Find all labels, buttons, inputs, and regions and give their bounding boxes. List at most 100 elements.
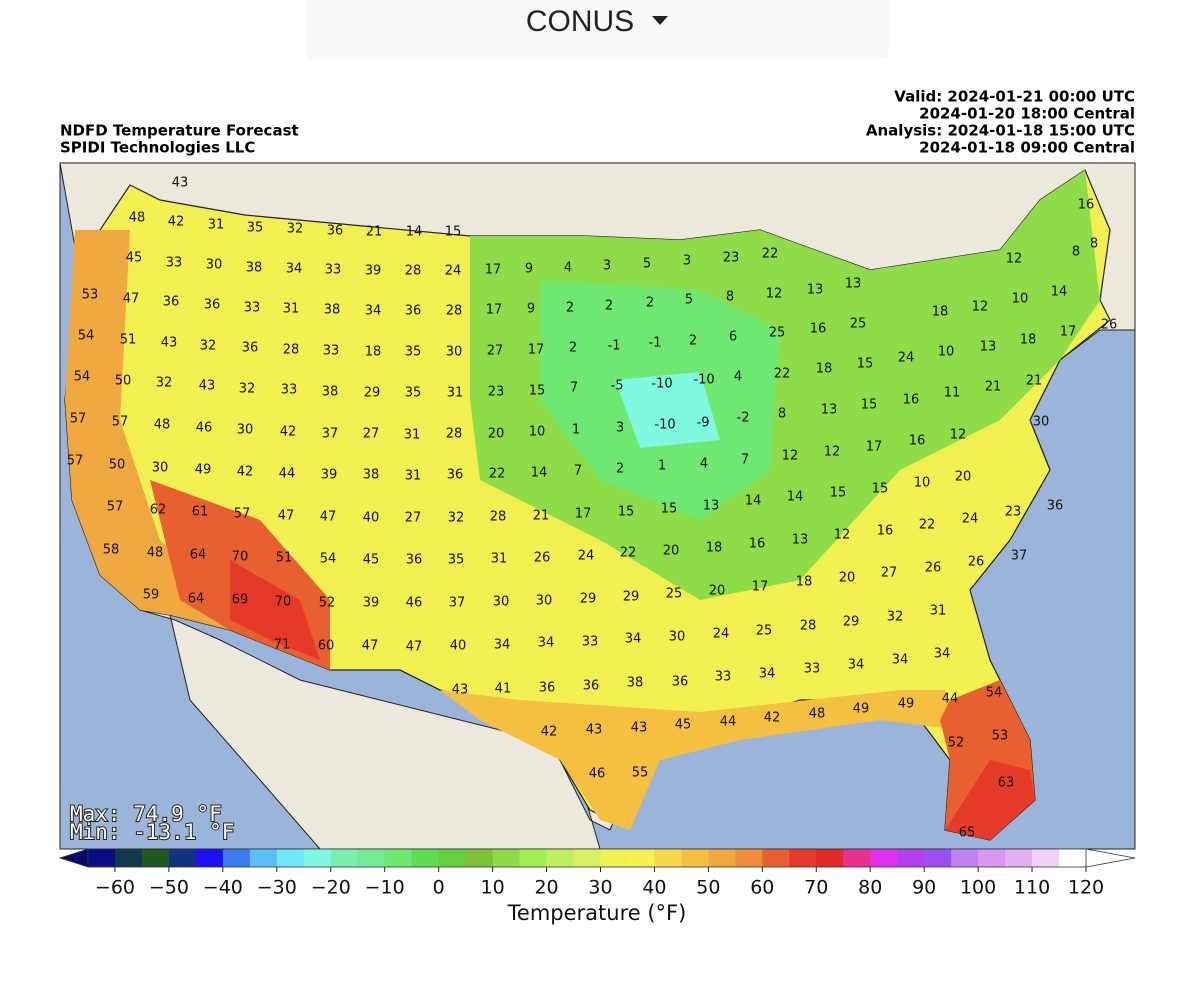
map-label: 31 — [208, 218, 225, 233]
map-label: 47 — [278, 509, 295, 524]
map-label: 27 — [363, 427, 380, 442]
map-label: 33 — [325, 263, 342, 278]
map-label: 13 — [845, 277, 862, 292]
map-label: 21 — [985, 380, 1002, 395]
map-label: 38 — [363, 468, 380, 483]
colorbar-segment — [1005, 849, 1033, 867]
analysis-utc: Analysis: 2024-01-18 15:00 UTC — [866, 122, 1135, 140]
map-label: 42 — [280, 425, 297, 440]
map-label: 54 — [986, 686, 1003, 701]
map-label: 3 — [616, 421, 624, 436]
map-label: 51 — [276, 551, 293, 566]
map-label: 21 — [366, 225, 383, 240]
map-label: 35 — [247, 221, 264, 236]
map-label: 37 — [322, 427, 339, 442]
map-label: 11 — [944, 386, 961, 401]
map-label: 30 — [536, 594, 553, 609]
map-label: 10 — [938, 345, 955, 360]
warm-coast — [65, 230, 330, 670]
map-label: 30 — [669, 630, 686, 645]
map-label: 48 — [154, 418, 171, 433]
map-label: 12 — [972, 300, 989, 315]
colorbar-segment — [168, 849, 197, 867]
map-label: 30 — [1033, 415, 1050, 430]
colorbar-segment — [438, 849, 467, 867]
map-label: 31 — [283, 302, 300, 317]
map-label: 28 — [490, 510, 507, 525]
map-label: 7 — [574, 464, 582, 479]
colorbar-segment — [735, 849, 763, 867]
map-label: 37 — [1011, 549, 1028, 564]
colorbar-segment — [816, 849, 844, 867]
colorbar-segment — [978, 849, 1006, 867]
map-label: 34 — [848, 658, 865, 673]
cold-region — [470, 170, 1100, 600]
map-label: 32 — [200, 339, 217, 354]
map-label: 47 — [406, 640, 423, 655]
map-label: 44 — [720, 715, 737, 730]
colorbar-segment — [681, 849, 709, 867]
analysis-central: 2024-01-18 09:00 Central — [919, 139, 1135, 157]
min-stat: Min: -13.1 °F — [70, 820, 234, 844]
colorbar-segment — [573, 849, 601, 867]
dropdown-caret[interactable] — [652, 16, 668, 25]
map-label: 44 — [942, 692, 959, 707]
map-label: 22 — [489, 467, 506, 482]
map-label: 41 — [495, 682, 512, 697]
colorbar-tick-label: 80 — [858, 877, 882, 899]
map-label: 15 — [445, 225, 462, 240]
map-label: 30 — [206, 258, 223, 273]
map-label: 34 — [892, 653, 909, 668]
map-label: 57 — [234, 507, 251, 522]
colorbar-tick-label: −20 — [311, 877, 351, 899]
map-label: 37 — [449, 596, 466, 611]
map-label: 52 — [948, 736, 965, 751]
map-label: 36 — [1047, 499, 1064, 514]
map-label: 39 — [363, 596, 380, 611]
map-label: 57 — [67, 454, 84, 469]
map-label: 46 — [589, 767, 606, 782]
colorbar-segment — [708, 849, 736, 867]
map-label: 35 — [448, 553, 465, 568]
map-label: 9 — [527, 302, 535, 317]
map-label: 42 — [541, 725, 558, 740]
map-label: 15 — [857, 357, 874, 372]
map-label: 42 — [764, 711, 781, 726]
map-label: 10 — [914, 476, 931, 491]
dropdown[interactable] — [305, 0, 889, 59]
map-label: 44 — [279, 467, 296, 482]
map-label: 43 — [586, 723, 603, 738]
map-label: 22 — [762, 247, 779, 262]
colorbar: −60 −50 −40 −30 −20 −10 0 10 20 30 40 50 60 70 80 90 100… — [58, 848, 1136, 899]
colorbar-label: Temperature (°F) — [507, 901, 687, 925]
dropdown-label[interactable]: CONUS — [526, 5, 634, 38]
map-label: 4 — [700, 457, 708, 472]
map-label: 15 — [529, 384, 546, 399]
map-label: 34 — [759, 667, 776, 682]
map-label: 14 — [745, 494, 762, 509]
map-label: 12 — [1006, 252, 1023, 267]
map-label: 25 — [850, 317, 867, 332]
map-label: 20 — [488, 427, 505, 442]
map-label: 49 — [195, 463, 212, 478]
map-label: 52 — [319, 596, 336, 611]
map-label: 36 — [539, 681, 556, 696]
map-label: 34 — [625, 632, 642, 647]
map-label: 22 — [774, 367, 791, 382]
map-label: 48 — [129, 211, 146, 226]
map-label: 43 — [631, 721, 648, 736]
map-label: 14 — [531, 466, 548, 481]
map-label: 30 — [493, 595, 510, 610]
map-label: 20 — [839, 571, 856, 586]
map-label: 16 — [903, 393, 920, 408]
map-label: 18 — [706, 541, 723, 556]
map-label: -9 — [697, 416, 710, 431]
map-label: 64 — [190, 548, 207, 563]
map-label: 33 — [244, 301, 261, 316]
map-label: 17 — [752, 580, 769, 595]
map-label: 50 — [115, 374, 132, 389]
map-label: 24 — [962, 512, 979, 527]
map-label: 16 — [1078, 198, 1095, 213]
map-label: 28 — [283, 343, 300, 358]
map-label: 32 — [287, 222, 304, 237]
